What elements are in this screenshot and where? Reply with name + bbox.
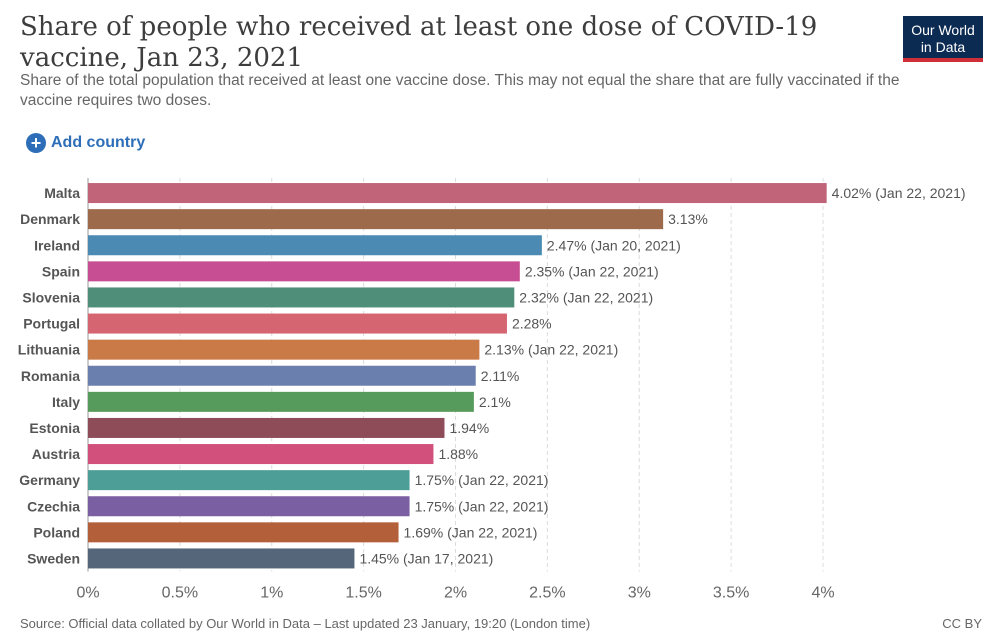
value-label: 2.35% (Jan 22, 2021) — [525, 263, 659, 279]
value-label: 2.47% (Jan 20, 2021) — [547, 237, 681, 253]
plus-circle-icon: + — [26, 133, 46, 153]
license-link[interactable]: CC BY — [942, 616, 982, 631]
owid-logo[interactable]: Our World in Data — [903, 16, 983, 62]
category-label: Lithuania — [18, 342, 80, 358]
category-label: Poland — [33, 524, 80, 540]
category-label: Malta — [44, 185, 80, 201]
bar — [88, 339, 480, 360]
bar — [88, 235, 542, 256]
value-label: 1.45% (Jan 17, 2021) — [359, 550, 493, 566]
value-label: 1.75% (Jan 22, 2021) — [415, 472, 549, 488]
add-country-label: Add country — [51, 134, 146, 151]
x-tick-label: 4% — [811, 585, 834, 602]
category-label: Sweden — [27, 550, 80, 566]
value-label: 2.28% — [512, 316, 552, 332]
category-label: Denmark — [20, 211, 80, 227]
value-label: 3.13% — [668, 211, 708, 227]
bar — [88, 417, 445, 438]
category-label: Italy — [52, 394, 80, 410]
category-label: Germany — [19, 472, 80, 488]
add-country-button[interactable]: + Add country — [26, 132, 145, 154]
category-label: Estonia — [29, 420, 80, 436]
category-label: Czechia — [27, 498, 80, 514]
x-tick-label: 1% — [260, 585, 283, 602]
x-tick-label: 3% — [628, 585, 651, 602]
bar — [88, 183, 827, 204]
chart-title: Share of people who received at least on… — [20, 12, 818, 73]
value-label: 2.11% — [481, 368, 520, 384]
bar — [88, 313, 507, 334]
logo-line-2: in Data — [920, 39, 966, 55]
bar — [88, 548, 355, 569]
bar — [88, 391, 474, 412]
bar — [88, 209, 664, 230]
x-tick-label: 2.5% — [529, 585, 565, 602]
bar-chart: 0% 0.5% 1% 1.5% 2% 2.5% 3% 3.5% 4% Malta 4.02% (Ja… — [18, 178, 966, 602]
category-label: Romania — [21, 368, 80, 384]
bar — [88, 444, 434, 465]
bar — [88, 496, 410, 517]
bar — [88, 365, 476, 386]
value-label: 2.32% (Jan 22, 2021) — [519, 289, 653, 305]
source-note: Source: Official data collated by Our Wo… — [20, 616, 591, 631]
value-label: 2.13% (Jan 22, 2021) — [484, 342, 618, 358]
bar — [88, 261, 520, 282]
value-label: 1.69% (Jan 22, 2021) — [404, 524, 538, 540]
value-label: 4.02% (Jan 22, 2021) — [832, 185, 966, 201]
chart-subtitle: Share of the total population that recei… — [20, 72, 900, 109]
bar — [88, 470, 410, 491]
category-label: Slovenia — [22, 289, 80, 305]
bar — [88, 287, 515, 308]
x-tick-label: 3.5% — [713, 585, 749, 602]
x-tick-label: 2% — [444, 585, 467, 602]
x-tick-label: 0% — [76, 585, 99, 602]
x-tick-label: 1.5% — [345, 585, 381, 602]
x-tick-label: 0.5% — [162, 585, 198, 602]
category-label: Ireland — [34, 237, 80, 253]
category-label: Portugal — [23, 316, 80, 332]
value-label: 1.88% — [438, 446, 478, 462]
bar — [88, 522, 399, 543]
category-label: Spain — [42, 263, 80, 279]
value-label: 2.1% — [479, 394, 511, 410]
logo-line-1: Our World — [911, 22, 975, 38]
value-label: 1.94% — [449, 420, 489, 436]
category-label: Austria — [32, 446, 80, 462]
value-label: 1.75% (Jan 22, 2021) — [415, 498, 549, 514]
